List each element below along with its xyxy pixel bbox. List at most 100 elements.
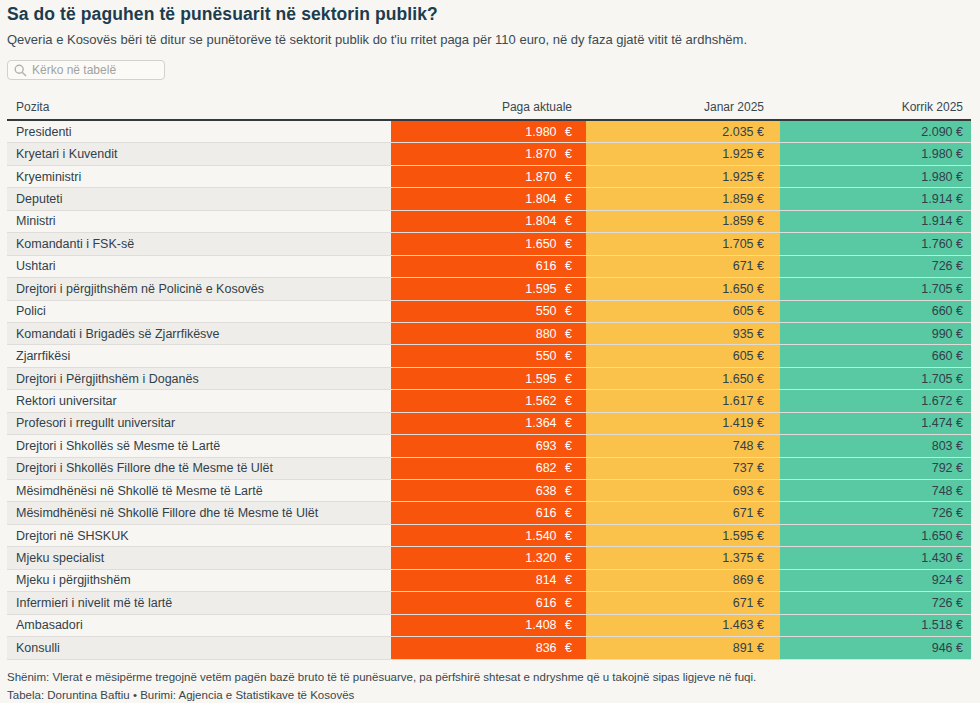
table-header-row: Pozita Paga aktuale Janar 2025 Korrik 20… bbox=[7, 99, 971, 121]
cell-pozita: Komandanti i FSK-së bbox=[7, 233, 391, 254]
table-row: Drejtori i Shkollës së Mesme të Lartë 69… bbox=[7, 435, 971, 457]
cell-paga-aktuale: 1.804 € bbox=[391, 188, 586, 209]
cell-korrik-2025: 1.980 € bbox=[780, 143, 971, 164]
table-row: Kryetari i Kuvendit 1.870 € 1.925 € 1.98… bbox=[7, 143, 971, 165]
cell-pozita: Infermieri i nivelit më të lartë bbox=[7, 592, 391, 613]
cell-paga-aktuale: 550 € bbox=[391, 345, 586, 366]
cell-janar-2025: 1.595 € bbox=[586, 525, 780, 546]
table-row: Komandanti i FSK-së 1.650 € 1.705 € 1.76… bbox=[7, 233, 971, 255]
cell-pozita: Drejtori i përgjithshëm në Policinë e Ko… bbox=[7, 278, 391, 299]
cell-paga-aktuale: 1.650 € bbox=[391, 233, 586, 254]
table-row: Infermieri i nivelit më të lartë 616 € 6… bbox=[7, 592, 971, 614]
cell-korrik-2025: 1.474 € bbox=[780, 413, 971, 434]
cell-korrik-2025: 1.705 € bbox=[780, 368, 971, 389]
cell-korrik-2025: 1.760 € bbox=[780, 233, 971, 254]
cell-paga-aktuale: 682 € bbox=[391, 458, 586, 479]
cell-pozita: Kryetari i Kuvendit bbox=[7, 143, 391, 164]
cell-korrik-2025: 1.914 € bbox=[780, 211, 971, 232]
search-input[interactable] bbox=[32, 63, 158, 77]
cell-pozita: Mësimdhënësi në Shkollë Fillore dhe të M… bbox=[7, 502, 391, 523]
cell-korrik-2025: 660 € bbox=[780, 301, 971, 322]
cell-paga-aktuale: 1.562 € bbox=[391, 390, 586, 411]
cell-pozita: Ushtari bbox=[7, 256, 391, 277]
table-note: Shënim: Vlerat e mësipërme tregojnë vetë… bbox=[7, 671, 971, 683]
salary-table: Pozita Paga aktuale Janar 2025 Korrik 20… bbox=[7, 99, 971, 660]
cell-janar-2025: 1.375 € bbox=[586, 547, 780, 568]
table-row: Drejtori i përgjithshëm në Policinë e Ko… bbox=[7, 278, 971, 300]
cell-janar-2025: 1.859 € bbox=[586, 211, 780, 232]
cell-pozita: Profesori i rregullt universitar bbox=[7, 413, 391, 434]
page-subtitle: Qeveria e Kosovës bëri të ditur se punët… bbox=[7, 32, 971, 47]
cell-paga-aktuale: 550 € bbox=[391, 301, 586, 322]
table-row: Presidenti 1.980 € 2.035 € 2.090 € bbox=[7, 121, 971, 143]
cell-janar-2025: 1.925 € bbox=[586, 166, 780, 187]
cell-paga-aktuale: 1.408 € bbox=[391, 615, 586, 636]
cell-pozita: Rektori universitar bbox=[7, 390, 391, 411]
table-footer: Shënim: Vlerat e mësipërme tregojnë vetë… bbox=[7, 671, 971, 701]
cell-pozita: Komandati i Brigadës së Zjarrfikësve bbox=[7, 323, 391, 344]
cell-pozita: Ministri bbox=[7, 211, 391, 232]
cell-paga-aktuale: 1.804 € bbox=[391, 211, 586, 232]
cell-janar-2025: 869 € bbox=[586, 570, 780, 591]
cell-korrik-2025: 748 € bbox=[780, 480, 971, 501]
column-header-korrik-2025: Korrik 2025 bbox=[780, 100, 971, 114]
cell-pozita: Ambasadori bbox=[7, 615, 391, 636]
cell-janar-2025: 935 € bbox=[586, 323, 780, 344]
cell-janar-2025: 671 € bbox=[586, 256, 780, 277]
cell-korrik-2025: 1.672 € bbox=[780, 390, 971, 411]
cell-korrik-2025: 1.980 € bbox=[780, 166, 971, 187]
cell-paga-aktuale: 1.364 € bbox=[391, 413, 586, 434]
table-row: Zjarrfikësi 550 € 605 € 660 € bbox=[7, 345, 971, 367]
cell-pozita: Presidenti bbox=[7, 121, 391, 142]
cell-korrik-2025: 990 € bbox=[780, 323, 971, 344]
magnifier-icon bbox=[14, 64, 27, 77]
cell-korrik-2025: 924 € bbox=[780, 570, 971, 591]
table-row: Komandati i Brigadës së Zjarrfikësve 880… bbox=[7, 323, 971, 345]
table-row: Konsulli 836 € 891 € 946 € bbox=[7, 637, 971, 659]
table-row: Ministri 1.804 € 1.859 € 1.914 € bbox=[7, 211, 971, 233]
column-header-pozita: Pozita bbox=[7, 100, 391, 114]
cell-korrik-2025: 660 € bbox=[780, 345, 971, 366]
table-row: Rektori universitar 1.562 € 1.617 € 1.67… bbox=[7, 390, 971, 412]
table-body: Presidenti 1.980 € 2.035 € 2.090 € Kryet… bbox=[7, 121, 971, 660]
cell-pozita: Drejtori në SHSKUK bbox=[7, 525, 391, 546]
cell-pozita: Konsulli bbox=[7, 637, 391, 658]
cell-janar-2025: 891 € bbox=[586, 637, 780, 658]
cell-janar-2025: 1.705 € bbox=[586, 233, 780, 254]
cell-korrik-2025: 946 € bbox=[780, 637, 971, 658]
cell-janar-2025: 693 € bbox=[586, 480, 780, 501]
cell-pozita: Polici bbox=[7, 301, 391, 322]
table-row: Mjeku i përgjithshëm 814 € 869 € 924 € bbox=[7, 570, 971, 592]
table-row: Mësimdhënësi në Shkollë Fillore dhe të M… bbox=[7, 502, 971, 524]
table-row: Mësimdhënësi në Shkollë të Mesme të Lart… bbox=[7, 480, 971, 502]
cell-korrik-2025: 792 € bbox=[780, 458, 971, 479]
cell-paga-aktuale: 1.980 € bbox=[391, 121, 586, 142]
cell-pozita: Drejtori i Përgjithshëm i Doganës bbox=[7, 368, 391, 389]
table-row: Mjeku specialist 1.320 € 1.375 € 1.430 € bbox=[7, 547, 971, 569]
cell-pozita: Mjeku i përgjithshëm bbox=[7, 570, 391, 591]
cell-paga-aktuale: 1.870 € bbox=[391, 143, 586, 164]
table-row: Drejtori i Shkollës Fillore dhe të Mesme… bbox=[7, 458, 971, 480]
table-search[interactable] bbox=[7, 60, 165, 80]
table-row: Drejtori në SHSKUK 1.540 € 1.595 € 1.650… bbox=[7, 525, 971, 547]
cell-korrik-2025: 1.705 € bbox=[780, 278, 971, 299]
cell-korrik-2025: 1.518 € bbox=[780, 615, 971, 636]
cell-janar-2025: 605 € bbox=[586, 345, 780, 366]
cell-janar-2025: 671 € bbox=[586, 592, 780, 613]
cell-paga-aktuale: 1.870 € bbox=[391, 166, 586, 187]
cell-paga-aktuale: 638 € bbox=[391, 480, 586, 501]
table-row: Profesori i rregullt universitar 1.364 €… bbox=[7, 413, 971, 435]
column-header-janar-2025: Janar 2025 bbox=[586, 100, 780, 114]
cell-janar-2025: 1.650 € bbox=[586, 368, 780, 389]
cell-korrik-2025: 726 € bbox=[780, 592, 971, 613]
cell-korrik-2025: 1.430 € bbox=[780, 547, 971, 568]
cell-korrik-2025: 803 € bbox=[780, 435, 971, 456]
cell-paga-aktuale: 616 € bbox=[391, 592, 586, 613]
table-credits: Tabela: Doruntina Baftiu • Burimi: Agjen… bbox=[7, 689, 971, 701]
cell-korrik-2025: 726 € bbox=[780, 256, 971, 277]
cell-paga-aktuale: 616 € bbox=[391, 502, 586, 523]
cell-korrik-2025: 1.914 € bbox=[780, 188, 971, 209]
cell-janar-2025: 1.650 € bbox=[586, 278, 780, 299]
cell-janar-2025: 1.463 € bbox=[586, 615, 780, 636]
cell-paga-aktuale: 836 € bbox=[391, 637, 586, 658]
